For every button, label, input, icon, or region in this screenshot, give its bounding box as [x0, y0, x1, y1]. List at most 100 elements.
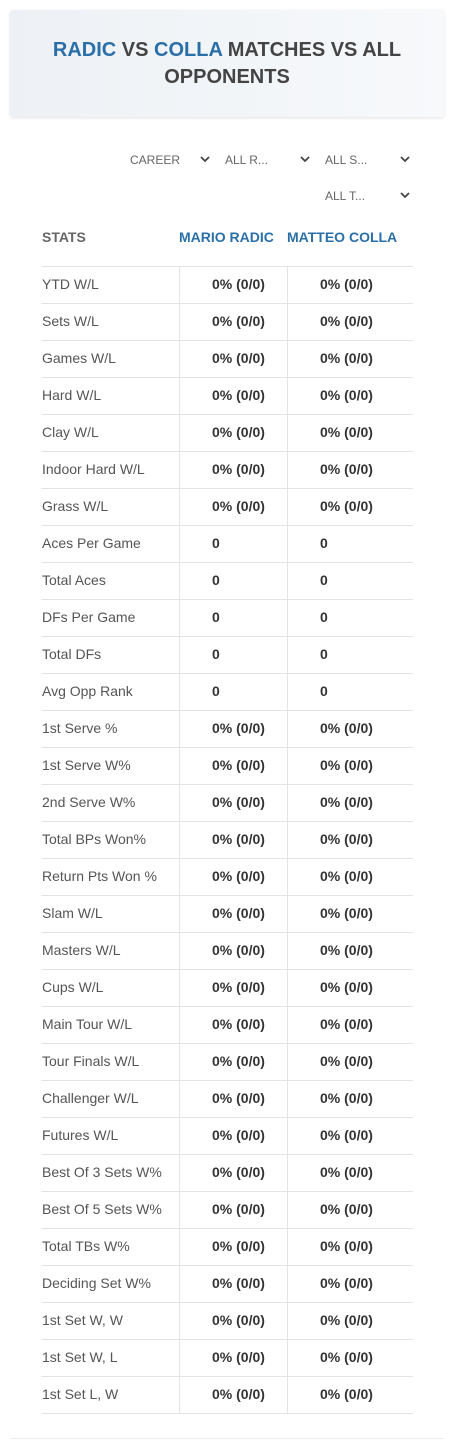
row-divider: [42, 821, 413, 822]
stat-value: 0% (0/0): [320, 1386, 373, 1402]
stat-value: 0% (0/0): [212, 757, 265, 773]
chevron: [400, 192, 410, 199]
row-divider: [42, 1376, 413, 1377]
column-divider: [179, 1043, 180, 1080]
row-divider: [42, 1006, 413, 1007]
column-header: MATTEO COLLA: [287, 229, 398, 245]
chevron: [300, 156, 310, 163]
stat-label: Grass W/L: [42, 498, 109, 514]
row-divider: [42, 1117, 413, 1118]
filter-dropdown[interactable]: CAREER: [130, 150, 212, 170]
column-divider: [179, 932, 180, 969]
filter-dropdown[interactable]: ALL T...: [325, 186, 412, 206]
player2-name: COLLA: [154, 38, 223, 61]
stat-value: 0% (0/0): [212, 313, 265, 329]
column-divider: [287, 747, 288, 784]
column-divider: [179, 1080, 180, 1117]
stat-label: Total BPs Won%: [42, 831, 147, 847]
column-divider: [287, 451, 288, 488]
player1-name: RADIC: [52, 38, 117, 61]
stat-label: Tour Finals W/L: [42, 1053, 140, 1069]
stat-value: 0% (0/0): [212, 1016, 265, 1032]
column-divider: [287, 1154, 288, 1191]
filter-dropdown[interactable]: ALL S...: [325, 150, 412, 170]
stat-label: Aces Per Game: [42, 535, 141, 551]
row-divider: [42, 1080, 413, 1081]
column-header: STATS: [42, 229, 86, 245]
stat-value: 0% (0/0): [212, 831, 265, 847]
stat-value: 0% (0/0): [320, 942, 373, 958]
stat-value: 0% (0/0): [212, 498, 265, 514]
stat-value: 0% (0/0): [320, 461, 373, 477]
row-divider: [42, 266, 413, 267]
footer-divider: [10, 1438, 444, 1439]
stat-value: 0% (0/0): [212, 276, 265, 292]
row-divider: [42, 858, 413, 859]
row-divider: [42, 747, 413, 748]
column-divider: [287, 414, 288, 451]
stat-label: Challenger W/L: [42, 1090, 139, 1106]
stat-value: 0% (0/0): [212, 1164, 265, 1180]
column-divider: [287, 1006, 288, 1043]
column-divider: [287, 340, 288, 377]
column-divider: [287, 821, 288, 858]
stat-value: 0% (0/0): [212, 979, 265, 995]
column-header: MARIO RADIC: [179, 229, 274, 245]
stat-value: 0% (0/0): [212, 1386, 265, 1402]
stat-value: 0: [212, 609, 220, 625]
stat-value: 0% (0/0): [320, 350, 373, 366]
stat-value: 0% (0/0): [320, 1090, 373, 1106]
row-divider: [42, 340, 413, 341]
stat-value: 0% (0/0): [320, 313, 373, 329]
column-divider: [179, 747, 180, 784]
row-divider: [42, 1302, 413, 1303]
column-divider: [287, 636, 288, 673]
column-divider: [287, 1376, 288, 1413]
stat-value: 0% (0/0): [212, 868, 265, 884]
stat-value: 0% (0/0): [320, 868, 373, 884]
column-divider: [179, 1302, 180, 1339]
stat-value: 0: [212, 572, 220, 588]
column-divider: [287, 1265, 288, 1302]
title: RADIC VS COLLA MATCHES VS ALL OPPONENTS: [27, 37, 427, 91]
row-divider: [42, 636, 413, 637]
filter-label: ALL T...: [325, 189, 366, 203]
column-divider: [179, 488, 180, 525]
stat-label: Cups W/L: [42, 979, 104, 995]
column-divider: [287, 1043, 288, 1080]
row-divider: [42, 1154, 413, 1155]
stat-label: Avg Opp Rank: [42, 683, 133, 699]
stat-label: Masters W/L: [42, 942, 121, 958]
filter-label: ALL S...: [325, 153, 368, 167]
column-divider: [287, 1339, 288, 1376]
row-divider: [42, 1265, 413, 1266]
column-divider: [179, 562, 180, 599]
stat-value: 0% (0/0): [212, 1238, 265, 1254]
column-divider: [287, 1228, 288, 1265]
stat-label: Clay W/L: [42, 424, 99, 440]
column-divider: [287, 784, 288, 821]
stat-label: Slam W/L: [42, 905, 103, 921]
stat-label: 1st Set W, W: [42, 1312, 123, 1328]
column-divider: [179, 266, 180, 303]
stat-value: 0% (0/0): [320, 1201, 373, 1217]
vs: VS: [121, 38, 149, 61]
column-divider: [287, 303, 288, 340]
column-divider: [287, 1302, 288, 1339]
row-divider: [42, 895, 413, 896]
stat-value: 0% (0/0): [212, 942, 265, 958]
stat-value: 0% (0/0): [212, 1312, 265, 1328]
column-divider: [179, 340, 180, 377]
stat-label: 1st Set L, W: [42, 1386, 119, 1402]
column-divider: [179, 303, 180, 340]
stat-value: 0% (0/0): [320, 276, 373, 292]
stat-label: Main Tour W/L: [42, 1016, 132, 1032]
filter-dropdown[interactable]: ALL R...: [225, 150, 312, 170]
stat-label: 1st Serve %: [42, 720, 118, 736]
row-divider: [42, 969, 413, 970]
row-divider: [42, 1339, 413, 1340]
stat-label: Total DFs: [42, 646, 102, 662]
column-divider: [287, 969, 288, 1006]
stat-label: Best Of 3 Sets W%: [42, 1164, 162, 1180]
stat-label: Return Pts Won %: [42, 868, 157, 884]
